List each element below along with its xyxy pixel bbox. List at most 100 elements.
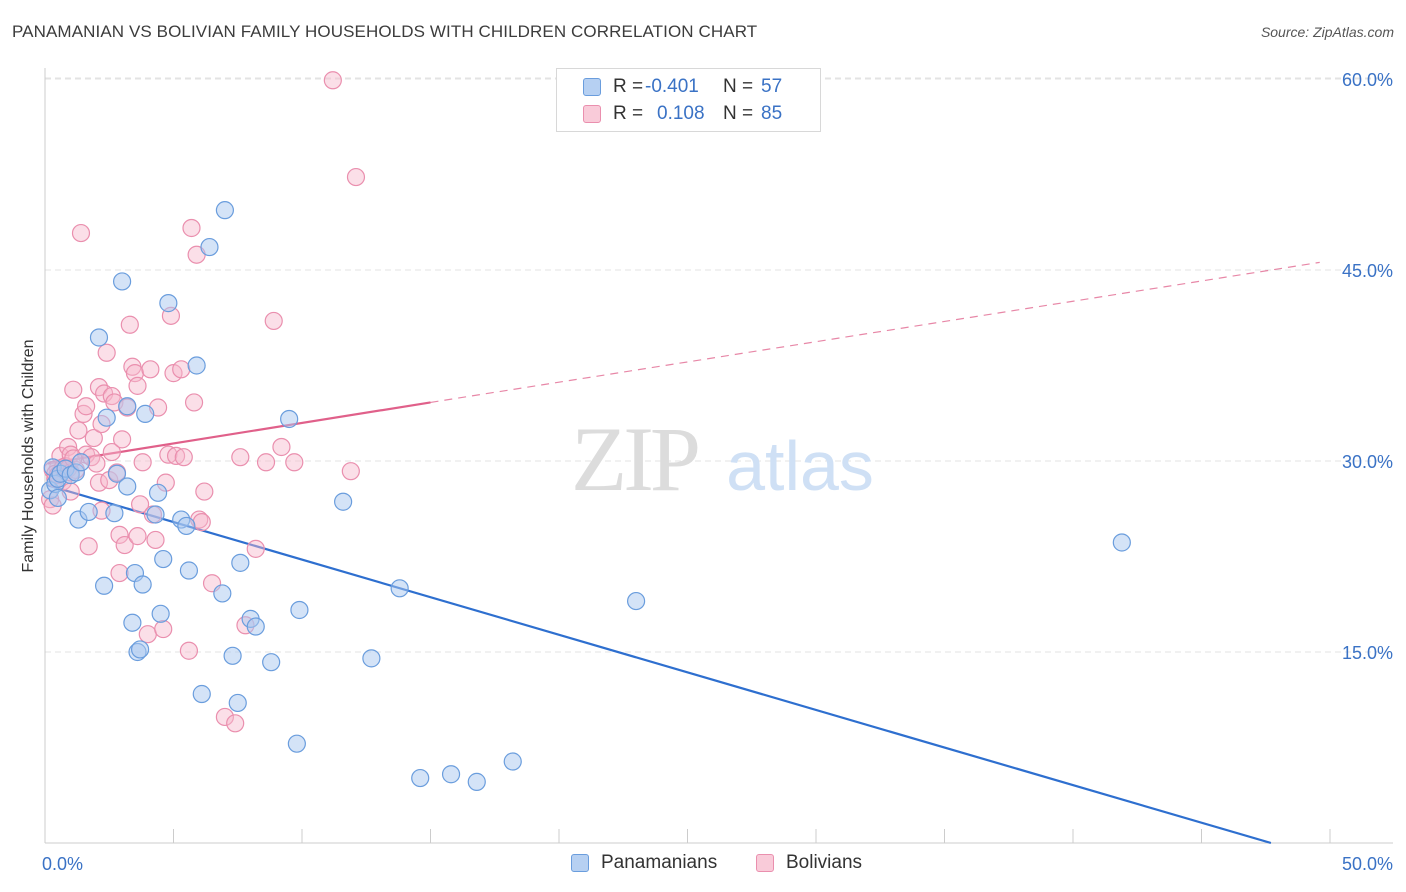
point-bolivian bbox=[77, 397, 96, 416]
legend-r-value: -0.401 bbox=[645, 76, 699, 97]
point-panamanian bbox=[123, 613, 142, 632]
watermark-zip: ZIP bbox=[571, 408, 698, 510]
point-bolivian bbox=[128, 376, 147, 395]
point-bolivian bbox=[69, 421, 88, 440]
point-bolivian bbox=[84, 428, 103, 448]
point-panamanian bbox=[105, 504, 124, 523]
point-bolivian bbox=[87, 454, 106, 473]
point-bolivian bbox=[71, 223, 91, 243]
point-bolivian bbox=[64, 380, 83, 399]
point-panamanian bbox=[390, 579, 409, 598]
legend-row-panamanians: R = -0.401 N = 57 bbox=[583, 74, 782, 100]
trend-lines bbox=[47, 261, 1320, 845]
point-bolivian bbox=[120, 315, 139, 334]
point-panamanian bbox=[223, 646, 242, 665]
point-bolivian bbox=[102, 442, 121, 462]
point-panamanian bbox=[246, 617, 265, 636]
point-panamanian bbox=[112, 272, 132, 291]
legend-label-bolivians: Bolivians bbox=[786, 852, 863, 873]
point-panamanian bbox=[133, 575, 152, 594]
legend-label-panamanians: Panamanians bbox=[601, 852, 718, 873]
legend-item-panamanians[interactable]: Panamanians bbox=[571, 852, 717, 874]
trend-line-bolivians bbox=[47, 401, 431, 465]
legend-n-label: N = bbox=[723, 76, 754, 97]
point-bolivian bbox=[346, 167, 366, 187]
legend-item-bolivians[interactable]: Bolivians bbox=[756, 852, 862, 874]
point-panamanian bbox=[200, 237, 219, 257]
point-bolivian bbox=[172, 360, 191, 379]
point-panamanian bbox=[362, 649, 381, 668]
series-legend: Panamanians Bolivians bbox=[0, 852, 1406, 876]
point-panamanian bbox=[213, 584, 232, 603]
point-bolivian bbox=[215, 707, 234, 727]
point-bolivian bbox=[231, 448, 250, 467]
point-bolivian bbox=[323, 71, 342, 90]
point-bolivian bbox=[285, 453, 304, 472]
data-points bbox=[41, 71, 1131, 791]
tick-labels: 15.0% 30.0% 45.0% 60.0% 0.0% 50.0% bbox=[42, 70, 1393, 874]
legend-swatch-blue bbox=[583, 78, 601, 96]
point-panamanian bbox=[280, 409, 299, 429]
trend-line-bolivians-extension bbox=[430, 261, 1320, 404]
watermark-atlas: atlas bbox=[726, 427, 874, 505]
chart-title: PANAMANIAN VS BOLIVIAN FAMILY HOUSEHOLDS… bbox=[12, 22, 758, 41]
legend-swatch-pink bbox=[756, 854, 774, 872]
point-panamanian bbox=[215, 201, 234, 220]
point-bolivian bbox=[195, 482, 214, 501]
point-bolivian bbox=[184, 393, 204, 412]
point-panamanian bbox=[71, 453, 91, 472]
point-bolivian bbox=[141, 360, 160, 379]
point-bolivian bbox=[112, 430, 132, 449]
point-panamanian bbox=[441, 765, 461, 784]
point-panamanian bbox=[626, 591, 646, 611]
point-panamanian bbox=[177, 516, 196, 536]
point-bolivian bbox=[79, 537, 98, 556]
y-tick-label: 15.0% bbox=[1342, 643, 1393, 663]
point-panamanian bbox=[118, 397, 137, 416]
point-panamanian bbox=[467, 772, 486, 791]
point-panamanian bbox=[107, 464, 127, 483]
point-panamanian bbox=[118, 477, 137, 496]
point-panamanian bbox=[79, 502, 98, 522]
point-bolivian bbox=[166, 446, 186, 466]
point-panamanian bbox=[334, 492, 353, 511]
point-panamanian bbox=[154, 549, 173, 569]
point-bolivian bbox=[130, 495, 150, 514]
legend-swatch-blue bbox=[571, 854, 589, 872]
point-bolivian bbox=[256, 453, 276, 472]
point-bolivian bbox=[128, 527, 147, 546]
point-panamanian bbox=[1112, 533, 1131, 552]
point-bolivian bbox=[182, 218, 201, 238]
point-panamanian bbox=[503, 752, 522, 771]
y-tick-label: 30.0% bbox=[1342, 452, 1393, 472]
point-panamanian bbox=[411, 768, 430, 788]
point-bolivian bbox=[179, 641, 199, 660]
x-tick-label-min: 0.0% bbox=[42, 854, 83, 874]
point-panamanian bbox=[159, 294, 178, 313]
point-panamanian bbox=[148, 483, 168, 502]
point-bolivian bbox=[97, 343, 116, 362]
y-tick-label: 45.0% bbox=[1342, 261, 1393, 281]
point-panamanian bbox=[130, 640, 150, 659]
watermark: ZIP atlas bbox=[571, 408, 874, 510]
point-panamanian bbox=[179, 561, 199, 580]
point-panamanian bbox=[231, 553, 250, 572]
point-panamanian bbox=[136, 404, 155, 423]
point-bolivian bbox=[174, 448, 193, 467]
y-tick-label: 60.0% bbox=[1342, 70, 1393, 90]
legend-r-label: R = bbox=[613, 103, 644, 124]
point-panamanian bbox=[187, 356, 206, 375]
legend-n-value: 57 bbox=[761, 76, 783, 97]
point-panamanian bbox=[228, 693, 247, 713]
x-tick-label-max: 50.0% bbox=[1342, 854, 1393, 874]
point-panamanian bbox=[287, 734, 306, 753]
point-panamanian bbox=[151, 604, 170, 623]
trend-line-panamanians bbox=[47, 484, 1272, 845]
legend-swatch-pink bbox=[583, 105, 601, 123]
point-bolivian bbox=[115, 535, 134, 555]
point-bolivian bbox=[138, 625, 157, 644]
legend-n-value: 85 bbox=[761, 103, 783, 124]
point-bolivian bbox=[272, 437, 291, 457]
point-bolivian bbox=[264, 311, 283, 331]
